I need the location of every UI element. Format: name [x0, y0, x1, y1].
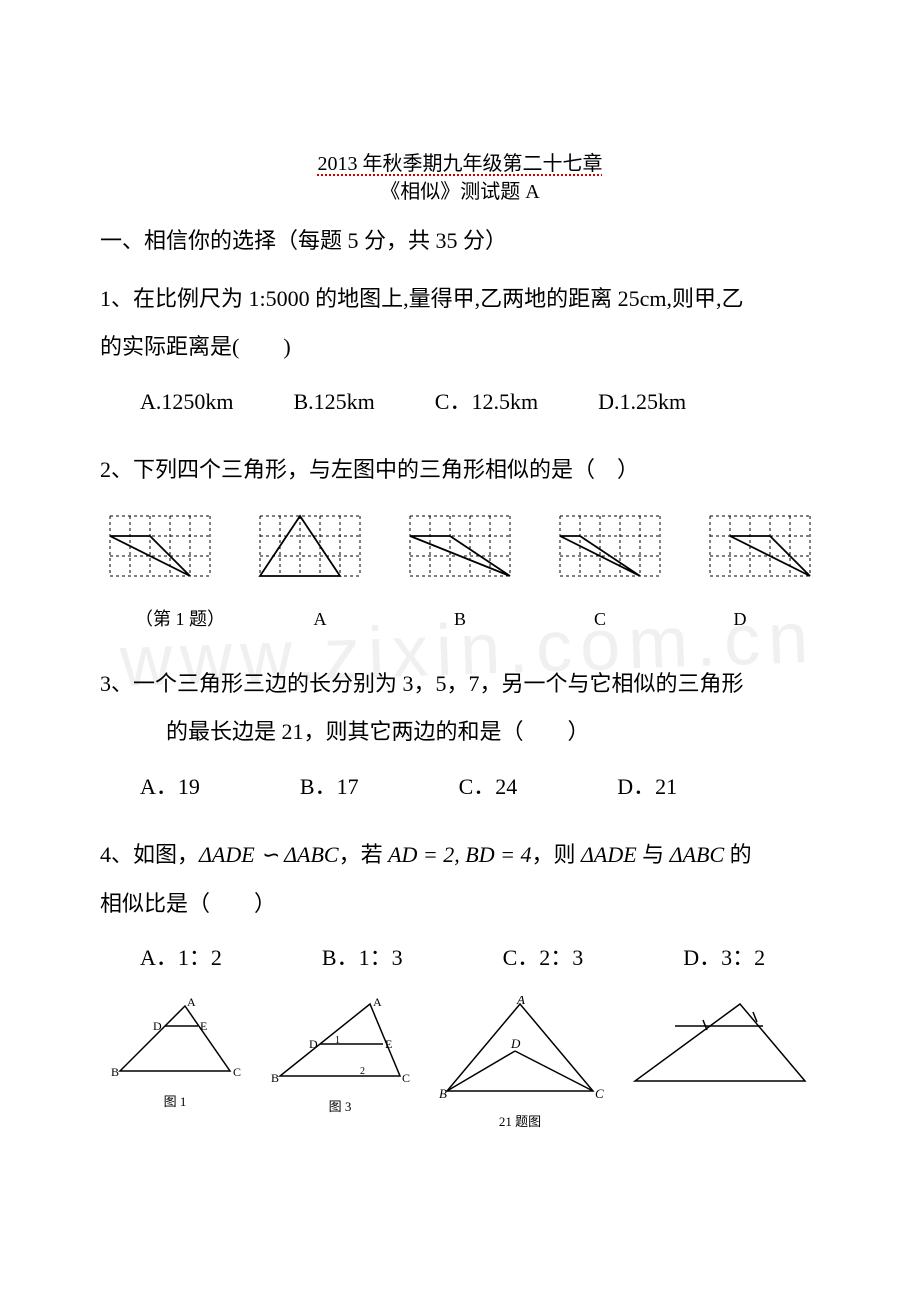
q4-text-line2: 相似比是（ ）	[100, 880, 820, 928]
title-block: 2013 年秋季期九年级第二十七章 《相似》测试题 A	[100, 150, 820, 206]
q1-opt-b: B.125km	[294, 378, 375, 426]
page-content: 2013 年秋季期九年级第二十七章 《相似》测试题 A 一、相信你的选择（每题 …	[100, 150, 820, 1137]
q2-label-b: B	[400, 600, 520, 640]
figure-3: A B C D 21 题图	[435, 996, 605, 1137]
f1-D: D	[153, 1019, 162, 1033]
q2-grid-c	[550, 506, 670, 596]
f2-D: D	[309, 1037, 318, 1051]
f3-B: B	[439, 1086, 447, 1101]
q2-grid-ref	[100, 506, 220, 596]
q2-grids	[100, 506, 820, 596]
f2-E: E	[385, 1037, 392, 1051]
figure-1: A B C D E 图 1	[105, 996, 245, 1137]
q4-options: A．1：2 B．1：3 C．2：3 D．3：2	[100, 934, 820, 982]
q2-label-c: C	[540, 600, 660, 640]
f2-A: A	[373, 996, 382, 1009]
question-4: 4、如图，ΔADE ∽ ΔABC，若 AD = 2, BD = 4，则 ΔADE…	[100, 831, 820, 1137]
figure-3-caption: 21 题图	[435, 1108, 605, 1137]
q4-t1-mid2: 与	[637, 842, 670, 867]
q4-t1-mid: ，若	[339, 842, 389, 867]
q4-opt-c: C．2：3	[503, 934, 584, 982]
q2-label-d: D	[680, 600, 800, 640]
q3-text-line1: 3、一个三角形三边的长分别为 3，5，7，另一个与它相似的三角形	[100, 660, 820, 708]
f2-n2: 2	[360, 1066, 365, 1077]
q3-opt-b: B．17	[300, 763, 359, 811]
q2-text: 2、下列四个三角形，与左图中的三角形相似的是（ ）	[100, 446, 820, 494]
q1-opt-a: A.1250km	[140, 378, 234, 426]
figure-4	[625, 996, 815, 1137]
title-line-2: 《相似》测试题 A	[100, 178, 820, 206]
q2-grid-d	[700, 506, 820, 596]
figure-1-caption: 图 1	[105, 1088, 245, 1117]
f3-D: D	[510, 1036, 521, 1051]
q2-grid-a	[250, 506, 370, 596]
figure-2-caption: 图 3	[265, 1093, 415, 1122]
q1-opt-d: D.1.25km	[598, 378, 686, 426]
figure-row: A B C D E 图 1 A B C D E 1	[100, 996, 820, 1137]
q3-opt-a: A．19	[140, 763, 200, 811]
q3-options: A．19 B．17 C．24 D．21	[100, 763, 820, 811]
q4-t1-pre: 4、如图，	[100, 842, 199, 867]
q1-options: A.1250km B.125km C．12.5km D.1.25km	[100, 378, 820, 426]
f2-B: B	[271, 1071, 279, 1085]
q1-opt-c: C．12.5km	[435, 378, 538, 426]
q1-text-line1: 1、在比例尺为 1:5000 的地图上,量得甲,乙两地的距离 25cm,则甲,乙	[100, 275, 820, 323]
f2-C: C	[402, 1071, 410, 1085]
figure-2: A B C D E 1 2 图 3	[265, 996, 415, 1137]
question-1: 1、在比例尺为 1:5000 的地图上,量得甲,乙两地的距离 25cm,则甲,乙…	[100, 275, 820, 426]
f1-C: C	[233, 1065, 241, 1079]
f2-n1: 1	[335, 1035, 340, 1046]
question-3: 3、一个三角形三边的长分别为 3，5，7，另一个与它相似的三角形 的最长边是 2…	[100, 660, 820, 811]
f3-A: A	[516, 996, 525, 1007]
q4-t1-m2: AD = 2, BD = 4	[388, 842, 531, 867]
q4-opt-a: A．1：2	[140, 934, 222, 982]
q2-grid-b	[400, 506, 520, 596]
q4-t1-m3: ΔADE	[581, 842, 637, 867]
f3-C: C	[595, 1086, 604, 1101]
question-2: 2、下列四个三角形，与左图中的三角形相似的是（ ）	[100, 446, 820, 640]
q4-t1-m1: ΔADE ∽ ΔABC	[199, 842, 339, 867]
q4-opt-d: D．3：2	[683, 934, 765, 982]
f1-E: E	[200, 1019, 207, 1033]
q2-label-a: A	[260, 600, 380, 640]
section-heading: 一、相信你的选择（每题 5 分，共 35 分）	[100, 226, 820, 257]
title-line-1: 2013 年秋季期九年级第二十七章	[100, 150, 820, 178]
q3-text-line2: 的最长边是 21，则其它两边的和是（ ）	[100, 708, 820, 756]
f1-B: B	[111, 1065, 119, 1079]
q3-opt-d: D．21	[617, 763, 677, 811]
q4-opt-b: B．1：3	[322, 934, 403, 982]
q4-t1-post: ，则	[531, 842, 581, 867]
q4-t1-m4: ΔABC	[670, 842, 724, 867]
q3-opt-c: C．24	[459, 763, 518, 811]
f1-A: A	[187, 996, 196, 1009]
q4-t1-end: 的	[724, 842, 752, 867]
q1-text-line2: 的实际距离是( )	[100, 323, 820, 371]
q2-label-ref: （第 1 题）	[120, 600, 240, 640]
q2-labels: （第 1 题） A B C D	[100, 600, 820, 640]
q4-text-line1: 4、如图，ΔADE ∽ ΔABC，若 AD = 2, BD = 4，则 ΔADE…	[100, 831, 820, 879]
